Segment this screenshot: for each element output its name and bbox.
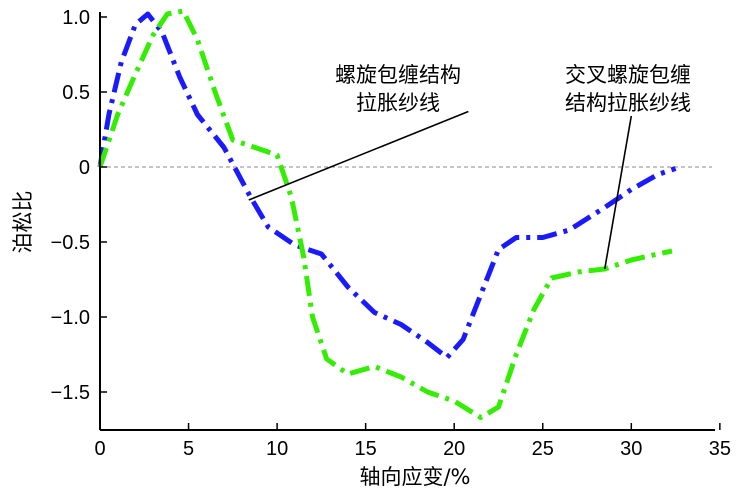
annotation-text-2: 交叉螺旋包缠: [565, 63, 691, 87]
annotation-text-2: 结构拉胀纱线: [565, 91, 691, 115]
x-tick-label: 5: [183, 438, 194, 460]
series-layer: [97, 8, 677, 420]
y-tick-label: −0.5: [51, 232, 90, 254]
y-tick-label: 0: [79, 157, 90, 179]
x-ticks: 0 5 10 15 20 25 30 35: [94, 423, 731, 460]
annotation-leader-2: [603, 115, 633, 270]
x-tick-label: 15: [355, 438, 377, 460]
series-line-1: [97, 11, 677, 360]
y-tick-label: 0.5: [62, 82, 90, 104]
x-tick-label: 0: [94, 438, 105, 460]
annotation-text-1: 螺旋包缠结构: [335, 63, 461, 87]
x-tick-label: 10: [266, 438, 288, 460]
y-tick-label: −1.5: [51, 382, 90, 404]
y-tick-label: 1.0: [62, 7, 90, 29]
x-tick-label: 35: [709, 438, 731, 460]
x-tick-label: 20: [443, 438, 465, 460]
x-tick-label: 25: [532, 438, 554, 460]
y-tick-label: −1.0: [51, 307, 90, 329]
annotation-leader-1: [248, 110, 469, 201]
y-axis-title: 泊松比: [11, 191, 35, 254]
y-ticks: 1.0 0.5 0 −0.5 −1.0 −1.5: [51, 7, 107, 404]
series-line-2: [97, 8, 673, 420]
annotation-text-1: 拉胀纱线: [356, 91, 440, 115]
x-tick-label: 30: [620, 438, 642, 460]
x-axis-title: 轴向应变/%: [359, 465, 470, 489]
